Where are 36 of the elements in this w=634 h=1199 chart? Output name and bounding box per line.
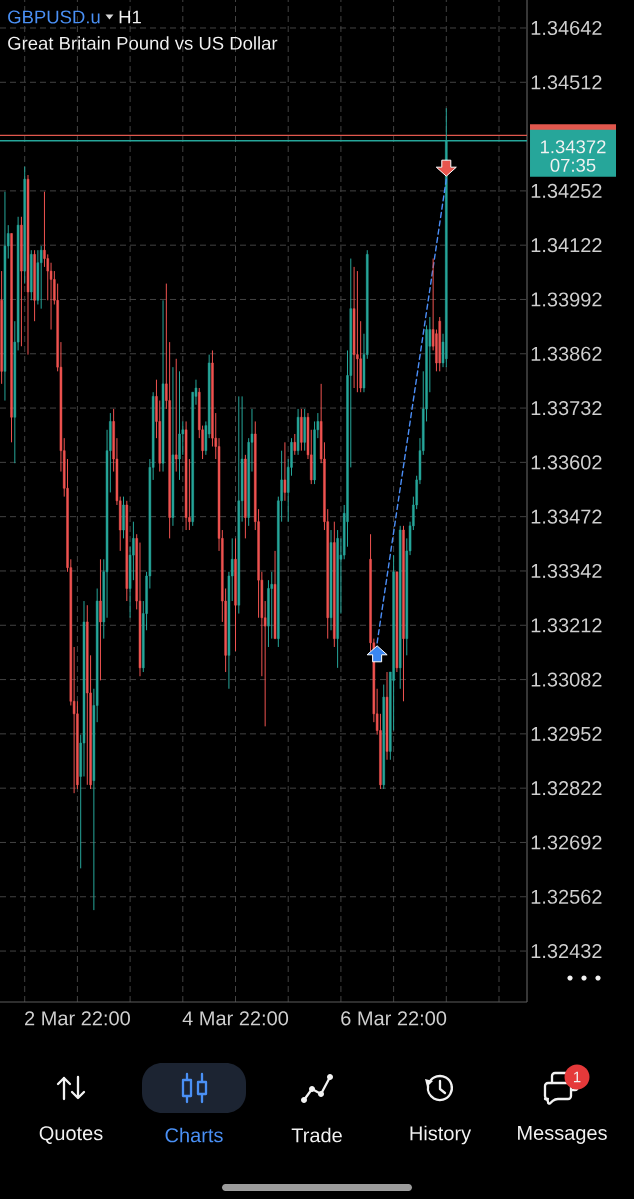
y-tick-label: 1.32692 — [531, 835, 602, 850]
y-tick-label: 1.33602 — [531, 455, 602, 470]
candlestick — [283, 441, 287, 502]
y-tick-label: 1.34512 — [531, 75, 602, 90]
y-tick-label: 1.34122 — [531, 238, 602, 253]
y-tick-label: 1.34642 — [531, 20, 602, 36]
candlestick — [293, 433, 297, 456]
y-tick-label: 1.33342 — [531, 563, 602, 579]
y-tick-label: 1.32432 — [531, 943, 602, 959]
x-tick-label: 6 Mar 22:00 — [341, 1011, 447, 1026]
text: 07:35 — [550, 158, 596, 172]
y-tick-label: 1.33992 — [531, 292, 602, 307]
y-tick-label: 1.32562 — [531, 889, 602, 904]
y-tick-label: 1.33472 — [531, 509, 602, 524]
chart-title: GBPUSD.u — [8, 10, 100, 24]
candlestick — [356, 270, 359, 393]
x-tick-label: 4 Mar 22:00 — [182, 1011, 289, 1026]
ref-line-label: 1.34372 — [540, 140, 606, 154]
text: 1 — [573, 1071, 581, 1083]
y-tick-label: 1.32952 — [531, 726, 602, 741]
x-tick-label: 2 Mar 22:00 — [25, 1011, 130, 1026]
text: Trade — [291, 1127, 342, 1143]
candlestick — [99, 558, 102, 681]
text: Quotes — [39, 1126, 103, 1144]
y-tick-label: 1.33862 — [531, 346, 602, 361]
text: Great Britain Pound vs US Dollar — [8, 36, 278, 50]
candlestick — [174, 358, 178, 473]
text: History — [410, 1125, 472, 1145]
y-tick-label: 1.34252 — [531, 183, 602, 198]
y-tick-label: 1.32822 — [531, 781, 602, 796]
annotation: H1 — [119, 10, 141, 24]
y-tick-label: 1.33082 — [531, 672, 602, 687]
text: Charts — [165, 1127, 223, 1143]
text: Messages — [518, 1126, 607, 1144]
y-tick-label: 1.33212 — [531, 618, 602, 633]
y-tick-label: 1.33732 — [531, 400, 602, 416]
